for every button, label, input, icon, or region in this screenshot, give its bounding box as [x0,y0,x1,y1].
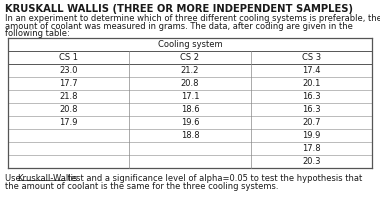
Text: test and a significance level of alpha=0.05 to test the hypothesis that: test and a significance level of alpha=0… [65,174,362,183]
Text: 20.8: 20.8 [59,105,78,114]
Text: 23.0: 23.0 [59,66,78,75]
Text: 17.8: 17.8 [302,144,321,153]
Text: 20.7: 20.7 [302,118,321,127]
Text: CS 3: CS 3 [302,53,321,62]
Text: 17.9: 17.9 [59,118,78,127]
Text: 17.4: 17.4 [302,66,321,75]
Text: 19.9: 19.9 [302,131,320,140]
Text: 17.7: 17.7 [59,79,78,88]
Text: Use: Use [5,174,24,183]
Text: CS 1: CS 1 [59,53,78,62]
Text: 16.3: 16.3 [302,105,321,114]
Text: 21.8: 21.8 [59,92,78,101]
Text: Kruskall-Wallis: Kruskall-Wallis [17,174,78,183]
Text: Cooling system: Cooling system [158,40,222,49]
Text: 18.6: 18.6 [180,105,200,114]
Text: 16.3: 16.3 [302,92,321,101]
Text: KRUSKALL WALLIS (THREE OR MORE INDEPENDENT SAMPLES): KRUSKALL WALLIS (THREE OR MORE INDEPENDE… [5,4,353,14]
Text: the amount of coolant is the same for the three cooling systems.: the amount of coolant is the same for th… [5,181,279,190]
Text: 18.8: 18.8 [180,131,200,140]
Text: In an experiment to determine which of three different cooling systems is prefer: In an experiment to determine which of t… [5,14,380,23]
Text: 20.3: 20.3 [302,157,321,166]
Text: 17.1: 17.1 [181,92,199,101]
Text: amount of coolant was measured in grams. The data, after coding are given in the: amount of coolant was measured in grams.… [5,22,353,30]
Text: 19.6: 19.6 [181,118,199,127]
Text: following table:: following table: [5,29,70,38]
Text: 20.1: 20.1 [302,79,320,88]
Text: 21.2: 21.2 [181,66,199,75]
Text: CS 2: CS 2 [180,53,200,62]
Text: 20.8: 20.8 [181,79,199,88]
Bar [8,38,372,168]
